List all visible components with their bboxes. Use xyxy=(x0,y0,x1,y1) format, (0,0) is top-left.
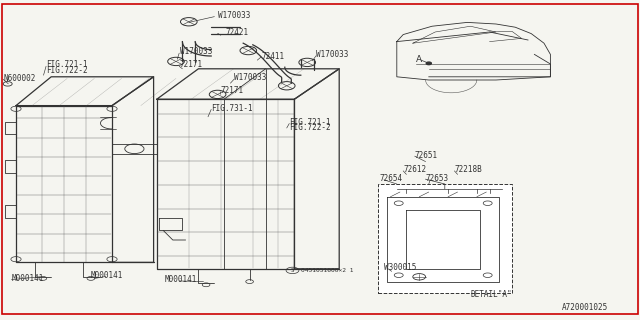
Text: FIG.722-2: FIG.722-2 xyxy=(46,66,88,75)
Text: 72612: 72612 xyxy=(403,165,426,174)
Text: 72218B: 72218B xyxy=(454,165,482,174)
Text: W300015: W300015 xyxy=(384,263,417,272)
Text: W170033: W170033 xyxy=(180,47,213,56)
Text: M000141: M000141 xyxy=(165,276,198,284)
Text: 72651: 72651 xyxy=(415,151,438,160)
Text: FIG.722-2: FIG.722-2 xyxy=(289,123,331,132)
Text: FIG.721-1: FIG.721-1 xyxy=(46,60,88,69)
Text: FIG.731-1: FIG.731-1 xyxy=(211,104,253,113)
Text: 72411: 72411 xyxy=(261,52,284,60)
Text: 72171: 72171 xyxy=(179,60,202,69)
Text: FIG.721-1: FIG.721-1 xyxy=(289,118,331,127)
Text: 0451051600×2 1: 0451051600×2 1 xyxy=(301,268,353,273)
Bar xyxy=(378,184,512,293)
Text: W170033: W170033 xyxy=(234,73,267,82)
Text: 72653: 72653 xyxy=(426,174,449,183)
Text: W170033: W170033 xyxy=(316,50,349,59)
Text: S: S xyxy=(291,268,294,273)
Text: A720001025: A720001025 xyxy=(562,303,608,312)
Text: W170033: W170033 xyxy=(218,11,250,20)
Text: N600002: N600002 xyxy=(3,74,36,83)
Circle shape xyxy=(426,62,431,65)
Text: 72171: 72171 xyxy=(220,86,243,95)
Text: 72421: 72421 xyxy=(225,28,248,36)
Text: DETAIL"A": DETAIL"A" xyxy=(470,290,512,299)
Text: 72654: 72654 xyxy=(380,174,403,183)
Text: M000141: M000141 xyxy=(12,274,44,283)
Text: A: A xyxy=(416,55,422,64)
Text: M000141: M000141 xyxy=(91,271,124,280)
